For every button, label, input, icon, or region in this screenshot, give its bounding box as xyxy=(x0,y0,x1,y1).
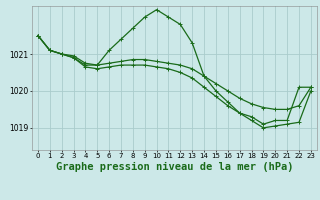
X-axis label: Graphe pression niveau de la mer (hPa): Graphe pression niveau de la mer (hPa) xyxy=(56,162,293,172)
